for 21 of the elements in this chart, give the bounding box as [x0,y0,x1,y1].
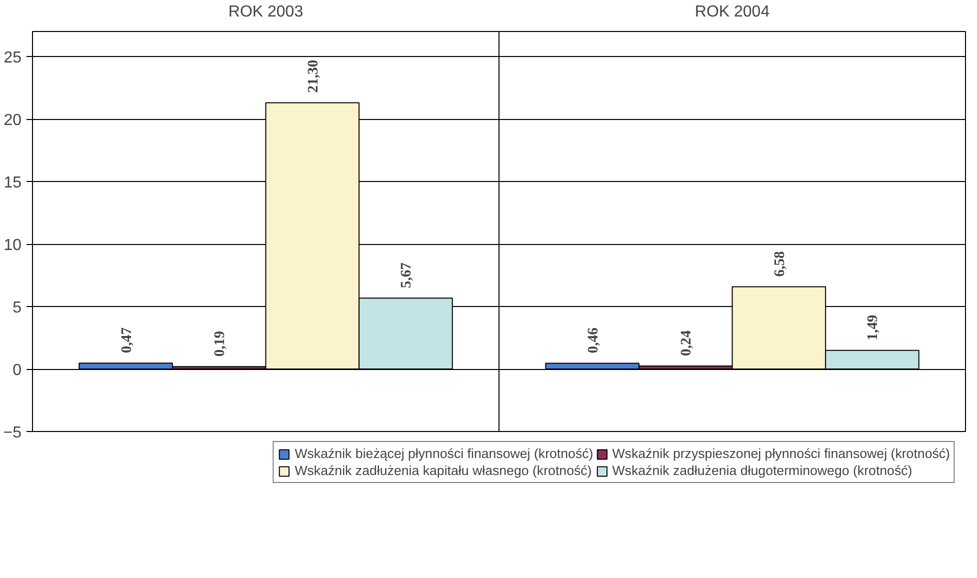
data-label: 0,46 [585,328,602,354]
data-label: 1,49 [865,314,882,340]
y-tick-label: 25 [4,50,22,66]
data-label: 0,24 [678,330,695,356]
data-label: 0,19 [212,330,228,357]
data-label: 6,58 [772,251,788,277]
y-tick-label: 20 [4,112,22,129]
legend-label: Wskaźnik bieżącej płynności finansowej (krotność) [294,446,594,461]
y-tick-label: 5 [12,300,22,316]
y-tick-label: 10 [4,237,22,254]
data-label: 0,47 [118,327,135,354]
data-label: 21,30 [305,60,322,93]
y-tick-label: 15 [4,174,22,192]
legend-label: Wskaźnik zadłużenia długoterminowego (krotność) [612,463,912,478]
y-tick-label: −5 [3,424,22,442]
data-label: 5,67 [398,262,415,288]
x-tick-label: ROK 2004 [694,4,770,20]
legend-label: Wskaźnik przyspieszonej płynności finansowej (krotność) [612,446,950,461]
legend-label: Wskaźnik zadłużenia kapitału własnego (krotność) [294,463,592,478]
y-tick-label: 0 [12,362,22,379]
x-tick-label: ROK 2003 [228,4,304,20]
